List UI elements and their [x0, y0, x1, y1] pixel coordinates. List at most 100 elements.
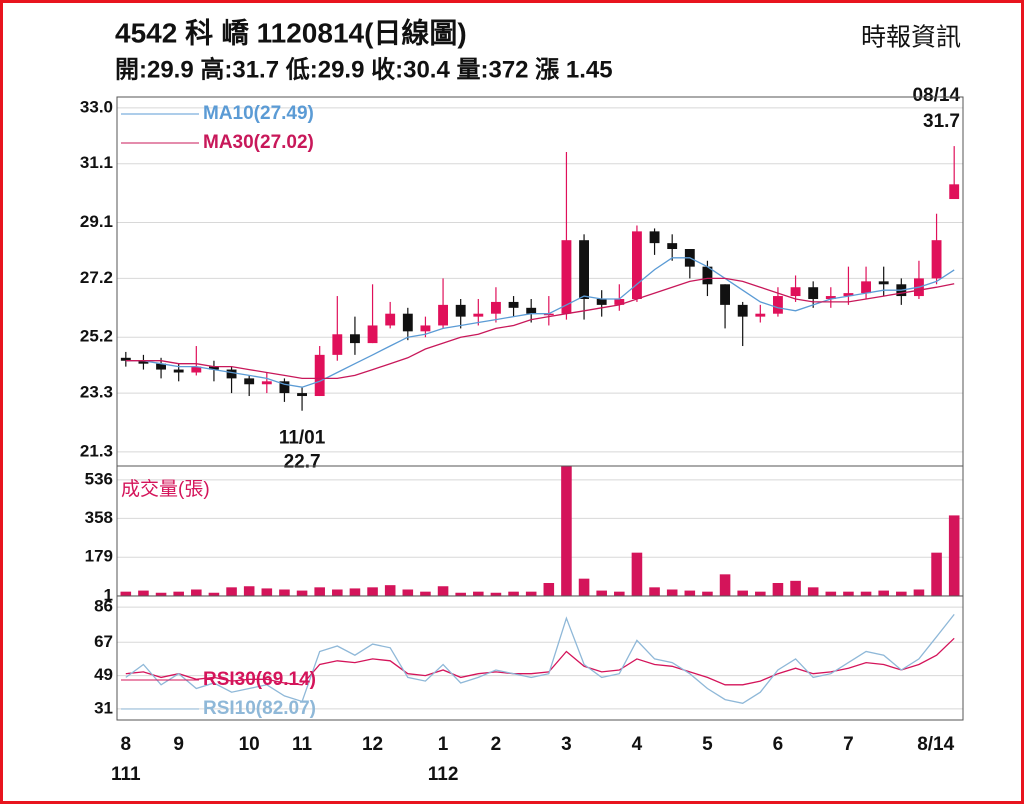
candle-body: [825, 296, 836, 299]
x-tick-label: 6: [773, 734, 784, 755]
legend-label: RSI30(69.14): [203, 669, 316, 690]
volume-bar: [684, 590, 696, 596]
volume-bar: [525, 591, 537, 596]
candle-body: [332, 334, 343, 355]
y-tick-label: 358: [85, 508, 113, 527]
volume-bar: [279, 589, 290, 596]
y-tick-label: 33.0: [80, 97, 113, 116]
candle-body: [808, 287, 819, 299]
y-tick-label: 49: [94, 665, 113, 684]
volume-bar: [596, 590, 607, 596]
volume-bar: [261, 588, 273, 596]
volume-bar: [490, 592, 502, 596]
volume-bar: [578, 578, 590, 596]
y-tick-label: 1: [104, 585, 113, 604]
volume-bar: [666, 589, 678, 596]
volume-bar: [878, 590, 889, 596]
x-year-label: 112: [428, 764, 459, 785]
volume-bar: [120, 591, 132, 596]
volume-bar: [719, 574, 731, 596]
volume-bar: [138, 590, 149, 596]
candle-body: [138, 360, 149, 364]
candle-body: [614, 298, 625, 305]
y-tick-label: 21.3: [80, 441, 113, 460]
volume-bar: [543, 583, 555, 596]
y-tick-label: 67: [94, 632, 113, 651]
volume-bar: [896, 591, 907, 596]
volume-bar: [649, 587, 660, 596]
x-tick-label: 8/14: [917, 734, 954, 755]
high-value: 31.7: [923, 111, 960, 132]
panel-frame: [116, 465, 964, 597]
x-tick-label: 1: [438, 734, 449, 755]
volume-bar: [825, 591, 837, 596]
high-date: 08/14: [912, 85, 960, 106]
volume-bar: [948, 515, 960, 596]
series-line: [125, 257, 955, 388]
volume-bar: [473, 591, 484, 596]
legend-label: RSI10(82.07): [203, 698, 316, 719]
x-tick-label: 10: [239, 734, 260, 755]
volume-bar: [807, 587, 819, 596]
series-line: [125, 277, 955, 380]
candle-body: [543, 313, 554, 316]
candle-body: [861, 281, 871, 294]
volume-bar: [243, 586, 255, 596]
y-tick-label: 27.2: [80, 268, 113, 287]
candle-body: [720, 284, 730, 305]
volume-bar: [772, 583, 784, 596]
volume-bar: [614, 591, 625, 596]
candle-body: [156, 363, 166, 370]
candle-body: [438, 304, 448, 326]
volume-bar: [314, 587, 325, 596]
candle-body: [790, 287, 801, 297]
volume-bar: [208, 592, 220, 596]
candle-body: [314, 354, 325, 397]
candle-body: [350, 334, 360, 344]
volume-bar: [384, 585, 396, 596]
panel-label: 成交量(張): [121, 478, 210, 500]
y-tick-label: 536: [85, 469, 113, 488]
candle-body: [878, 281, 889, 285]
candle-body: [508, 301, 519, 308]
candle-body: [191, 366, 202, 373]
volume-bar: [349, 588, 361, 596]
candle-body: [667, 243, 678, 250]
volume-bar: [843, 591, 854, 596]
candle-body: [949, 184, 960, 200]
candle-body: [526, 307, 537, 314]
x-tick-label: 4: [632, 734, 643, 755]
volume-bar: [296, 590, 308, 596]
x-tick-label: 11: [292, 734, 313, 755]
candle-body: [402, 313, 413, 332]
source: 時報資訊: [861, 24, 961, 52]
volume-bar: [790, 580, 801, 596]
low-value: 22.7: [284, 452, 321, 473]
candle-body: [491, 301, 501, 314]
quote: 開:29.9 高:31.7 低:29.9 收:30.4 量:372 漲 1.45: [115, 55, 613, 83]
y-tick-label: 29.1: [80, 212, 113, 231]
y-tick-label: 31.1: [80, 153, 113, 172]
volume-bar: [226, 587, 237, 596]
candle-body: [773, 296, 783, 314]
volume-bar: [561, 466, 572, 596]
panel-frame: [116, 595, 964, 721]
candle-body: [297, 393, 307, 397]
volume-bar: [437, 586, 449, 596]
candle-body: [455, 304, 466, 317]
series-line: [125, 613, 955, 704]
volume-bar: [508, 591, 519, 596]
volume-bar: [332, 589, 343, 596]
volume-bar: [755, 591, 766, 596]
candle-body: [244, 378, 255, 385]
volume-bar: [402, 589, 414, 596]
chart: 4542 科 嶠 1120814(日線圖) 時報資訊 開:29.9 高:31.7…: [80, 16, 964, 785]
y-tick-label: 23.3: [80, 383, 113, 402]
x-tick-label: 7: [843, 734, 854, 755]
volume-bar: [931, 552, 942, 596]
x-tick-label: 5: [702, 734, 713, 755]
legend-label: MA30(27.02): [203, 132, 314, 153]
x-tick-label: 8: [121, 734, 132, 755]
candle-body: [596, 298, 607, 305]
volume-bar: [631, 552, 643, 596]
